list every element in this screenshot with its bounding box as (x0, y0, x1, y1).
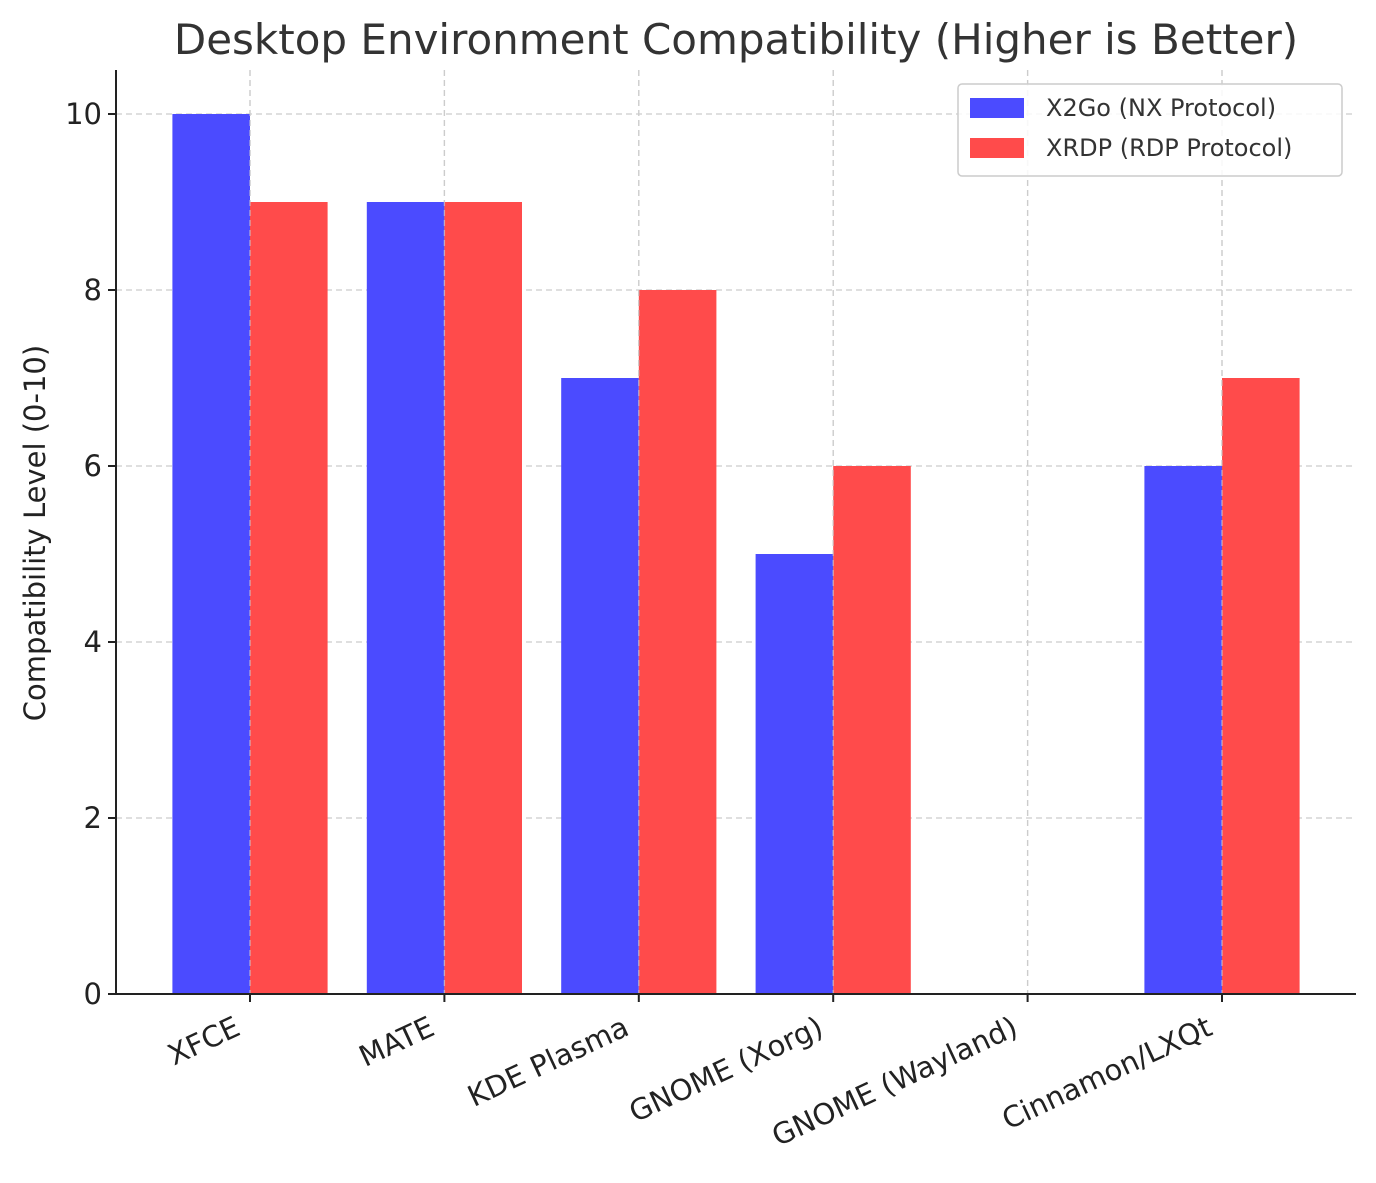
legend-swatch-1 (970, 138, 1024, 158)
y-axis-ticks: 0 2 4 6 8 10 (65, 97, 116, 1011)
bar-x2go-0 (172, 114, 250, 994)
y-tick-label-6: 6 (84, 449, 102, 483)
legend-box (957, 83, 1343, 177)
legend-label-1: XRDP (RDP Protocol) (1046, 134, 1292, 162)
x-tick-label-1: MATE (354, 1010, 440, 1074)
y-tick-label-10: 10 (65, 97, 102, 131)
bar-xrdp-0 (250, 202, 328, 994)
y-tick-label-0: 0 (84, 977, 102, 1011)
bar-x2go-3 (755, 554, 834, 994)
bars (172, 70, 1300, 994)
bar-x2go-2 (561, 378, 639, 994)
bar-xrdp-1 (444, 202, 522, 994)
bar-xrdp-3 (833, 466, 911, 994)
bar-x2go-5 (1144, 466, 1222, 994)
bar-x2go-1 (366, 202, 445, 994)
legend-label-0: X2Go (NX Protocol) (1046, 94, 1276, 122)
bar-xrdp-5 (1222, 378, 1300, 994)
x-tick-label-0: XFCE (163, 1010, 245, 1073)
chart-title: Desktop Environment Compatibility (Highe… (174, 15, 1298, 64)
x-tick-label-5: Cinnamon/LXQt (997, 1010, 1217, 1137)
legend-swatch-0 (970, 98, 1024, 118)
axes (115, 70, 1356, 995)
y-tick-label-2: 2 (84, 801, 102, 835)
x-tick-label-2: KDE Plasma (462, 1010, 633, 1114)
bar-xrdp-2 (638, 290, 717, 994)
y-axis-label: Compatibility Level (0-10) (18, 345, 52, 721)
y-tick-label-4: 4 (84, 625, 102, 659)
legend: X2Go (NX Protocol) XRDP (RDP Protocol) (957, 83, 1343, 177)
y-tick-label-8: 8 (84, 273, 102, 307)
